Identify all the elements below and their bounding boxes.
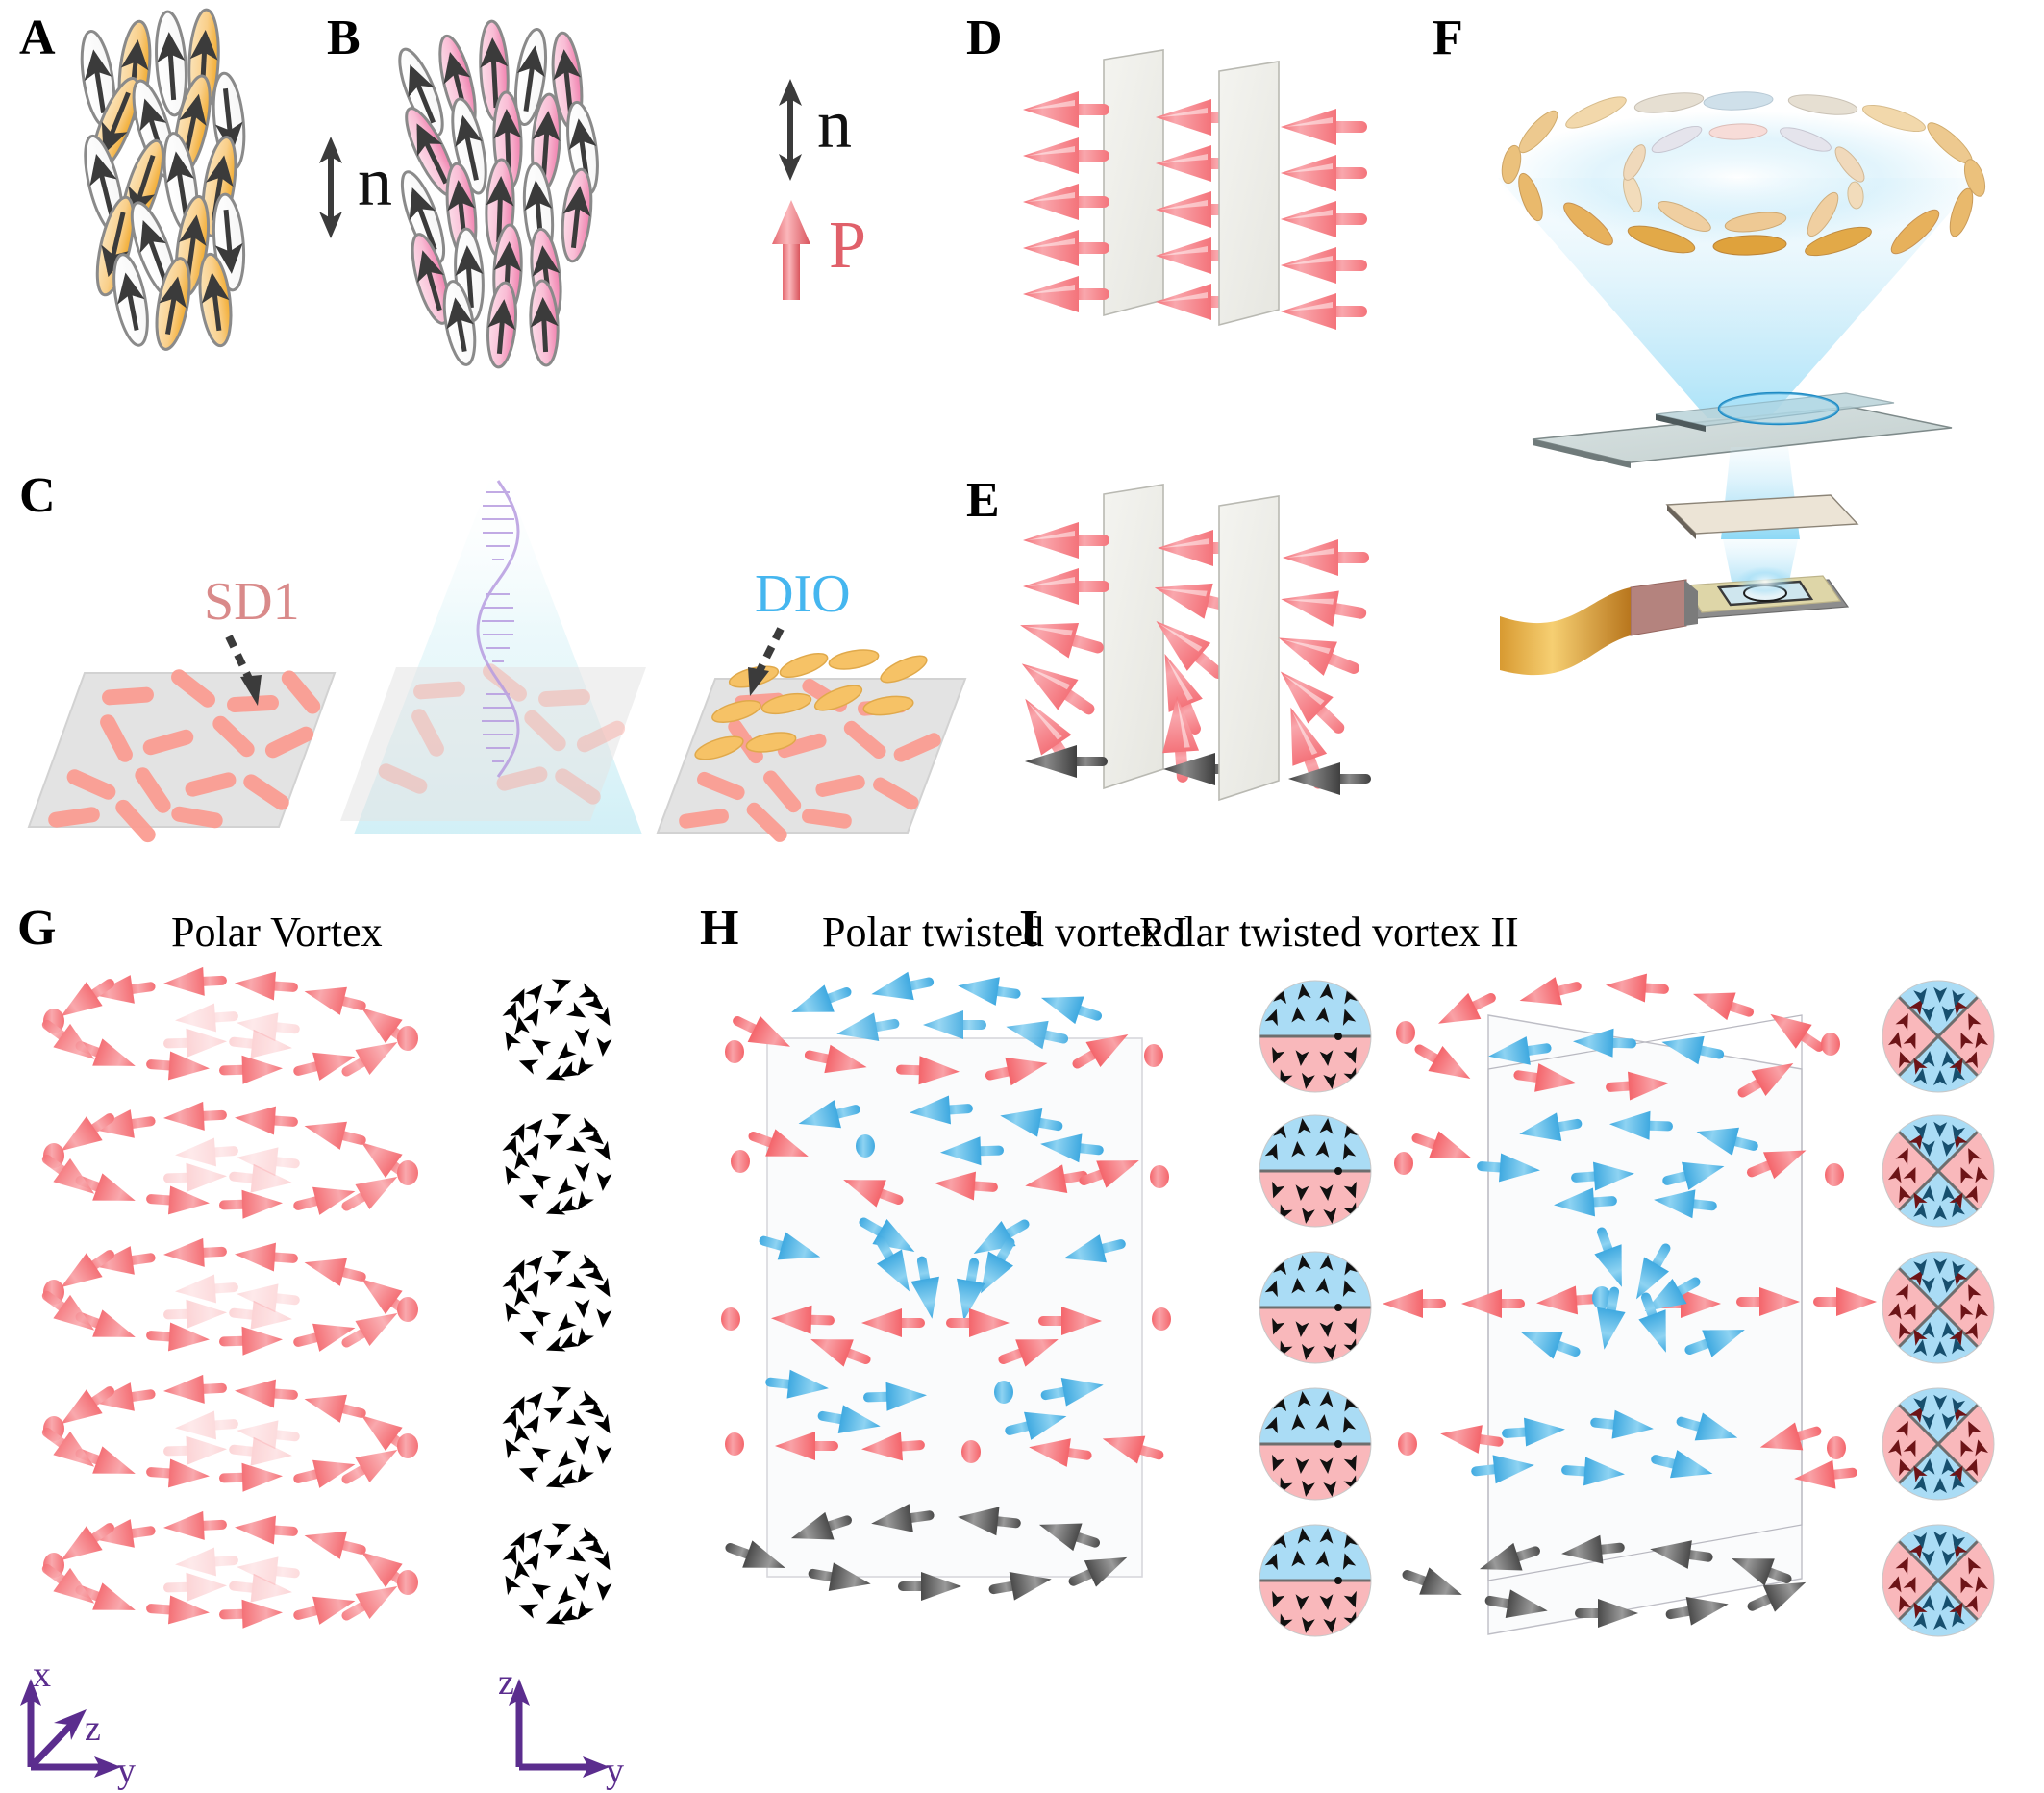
- panel-i-cross-sections: [1856, 980, 2044, 1682]
- panel-b-polarization-label: P: [829, 209, 866, 283]
- panel-a-director-arrow: [319, 137, 342, 238]
- panel-c-sd1-label: SD1: [204, 572, 300, 632]
- panel-letter-c: C: [19, 468, 56, 523]
- panel-h-title: Polar twisted vortex I: [822, 909, 1188, 956]
- panel-letter-b: B: [327, 11, 361, 65]
- svg-text:z: z: [498, 1662, 514, 1703]
- panel-g-axes-right: z y: [498, 1662, 624, 1791]
- panel-letter-f: F: [1433, 11, 1463, 65]
- svg-text:z: z: [85, 1708, 101, 1749]
- panel-e-cell: [1010, 484, 1371, 802]
- panel-g-vortex-layers: [34, 965, 422, 1673]
- panel-g-axes-left: x y z: [20, 1655, 136, 1791]
- panel-f-optical-setup: [1498, 91, 1986, 676]
- svg-text:y: y: [606, 1751, 624, 1791]
- panel-b-director-arrow: [779, 79, 802, 181]
- panel-c-step-uv: [340, 458, 646, 834]
- panel-b-director-label: n: [817, 86, 852, 162]
- panel-i-title: Polar twisted vortex II: [1139, 909, 1519, 956]
- panel-b-molecules: [398, 19, 599, 369]
- panel-c-dio-arrow-icon: [748, 627, 785, 696]
- panel-c-dio-label: DIO: [755, 564, 851, 624]
- svg-text:y: y: [117, 1751, 136, 1791]
- panel-letter-e: E: [966, 473, 1000, 528]
- panel-a-director-label: n: [358, 143, 392, 220]
- panel-letter-g: G: [17, 901, 57, 956]
- panel-b-polarization-arrow: [772, 200, 810, 300]
- panel-c-sd1-arrow-icon: [225, 635, 262, 706]
- panel-letter-i: I: [1019, 901, 1039, 956]
- panel-c-step-dio: [656, 649, 967, 842]
- panel-c-step-sd1: [27, 669, 337, 843]
- panel-letter-h: H: [700, 901, 739, 956]
- panel-h-cross-sections: [1231, 980, 1423, 1682]
- panel-h-vortex-layers: [720, 966, 1171, 1605]
- panel-letter-d: D: [966, 11, 1003, 65]
- panel-a-molecules: [80, 8, 246, 351]
- svg-text:x: x: [33, 1655, 51, 1695]
- panel-letter-a: A: [19, 11, 56, 65]
- panel-g-cross-sections: [498, 973, 617, 1673]
- panel-i-vortex-layers: [1383, 970, 1877, 1635]
- panel-g-title: Polar Vortex: [171, 909, 383, 956]
- panel-d-cell: [1023, 49, 1367, 330]
